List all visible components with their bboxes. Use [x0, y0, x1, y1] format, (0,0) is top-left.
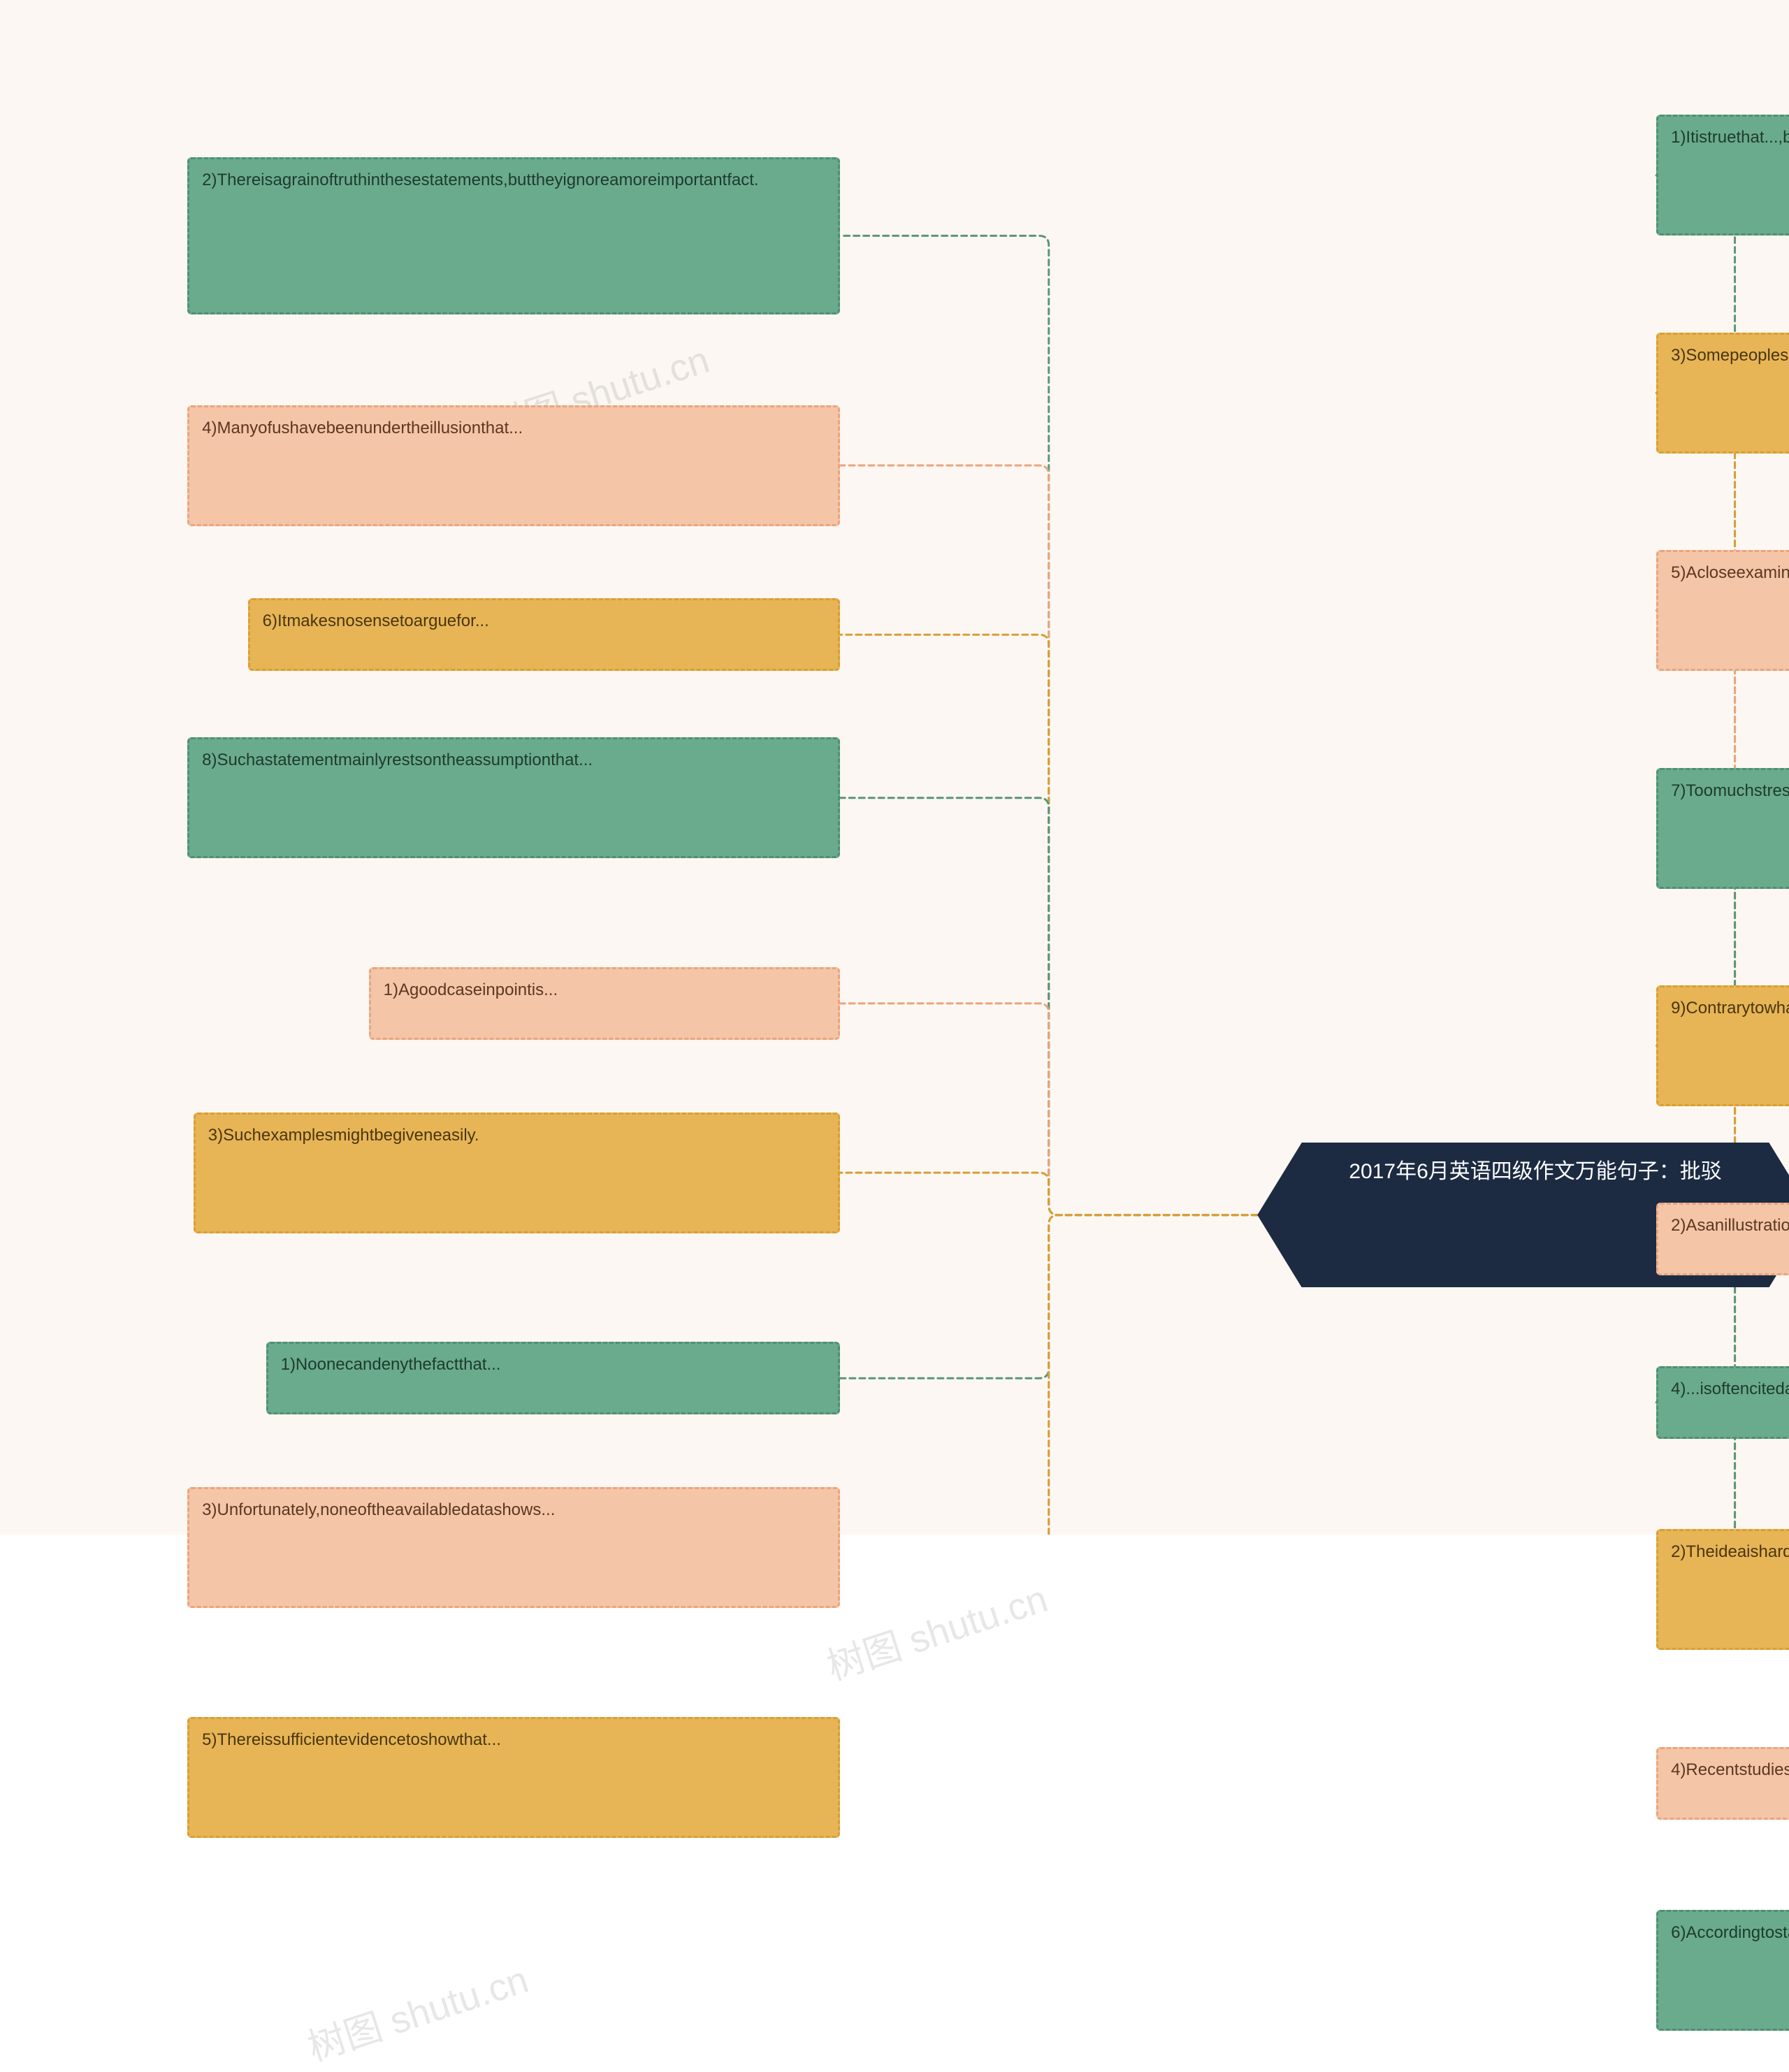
- branch-node[interactable]: 2)Thereisagrainoftruthinthesestatements,…: [187, 157, 840, 314]
- branch-node[interactable]: 3)Somepeoplesay...,butitdoesnotholdwater…: [1656, 333, 1789, 454]
- branch-node[interactable]: 4)Recentstudiesindicatethat...: [1656, 1747, 1789, 1820]
- branch-node[interactable]: 3)Unfortunately,noneoftheavailabledatash…: [187, 1487, 840, 1608]
- branch-node[interactable]: 1)Noonecandenythefactthat...: [266, 1342, 841, 1414]
- branch-node[interactable]: 2)Theideaishardlysupportedbyfacts.: [1656, 1529, 1789, 1650]
- branch-node[interactable]: 3)Suchexamplesmightbegiveneasily.: [194, 1113, 841, 1233]
- branch-node[interactable]: 1)Itistruethat...,butonevitalpointisbein…: [1656, 115, 1789, 236]
- branch-node[interactable]: 6)Accordingtostatisticsprovedby...,itcan…: [1656, 1910, 1789, 2031]
- branch-node[interactable]: 6)Itmakesnosensetoarguefor...: [248, 598, 841, 671]
- branch-node[interactable]: 8)Suchastatementmainlyrestsontheassumpti…: [187, 737, 840, 858]
- watermark: 树图 shutu.cn: [299, 1949, 534, 2072]
- branch-node[interactable]: 5)Acloseexaminationwouldrevealhowridicul…: [1656, 550, 1789, 671]
- branch-node[interactable]: 4)Manyofushavebeenundertheillusionthat..…: [187, 405, 840, 526]
- branch-node[interactable]: 9)Contrarytowhatiswidelyaccepted,Imainta…: [1656, 985, 1789, 1106]
- mindmap-canvas: 树图 shutu.cn树图 shutu.cn树图 shutu.cn树图 shut…: [0, 0, 1789, 1535]
- branch-node[interactable]: 2)Asanillustration,wemaytake...: [1656, 1203, 1789, 1275]
- branch-node[interactable]: 4)...isoftencitedasanexample.: [1656, 1366, 1789, 1439]
- branch-node[interactable]: 5)Thereissufficientevidencetoshowthat...: [187, 1717, 840, 1838]
- branch-node[interactable]: 7)Toomuchstressplacedon...mayleadto...: [1656, 768, 1789, 889]
- watermark: 树图 shutu.cn: [819, 1568, 1054, 1691]
- branch-node[interactable]: 1)Agoodcaseinpointis...: [369, 967, 841, 1040]
